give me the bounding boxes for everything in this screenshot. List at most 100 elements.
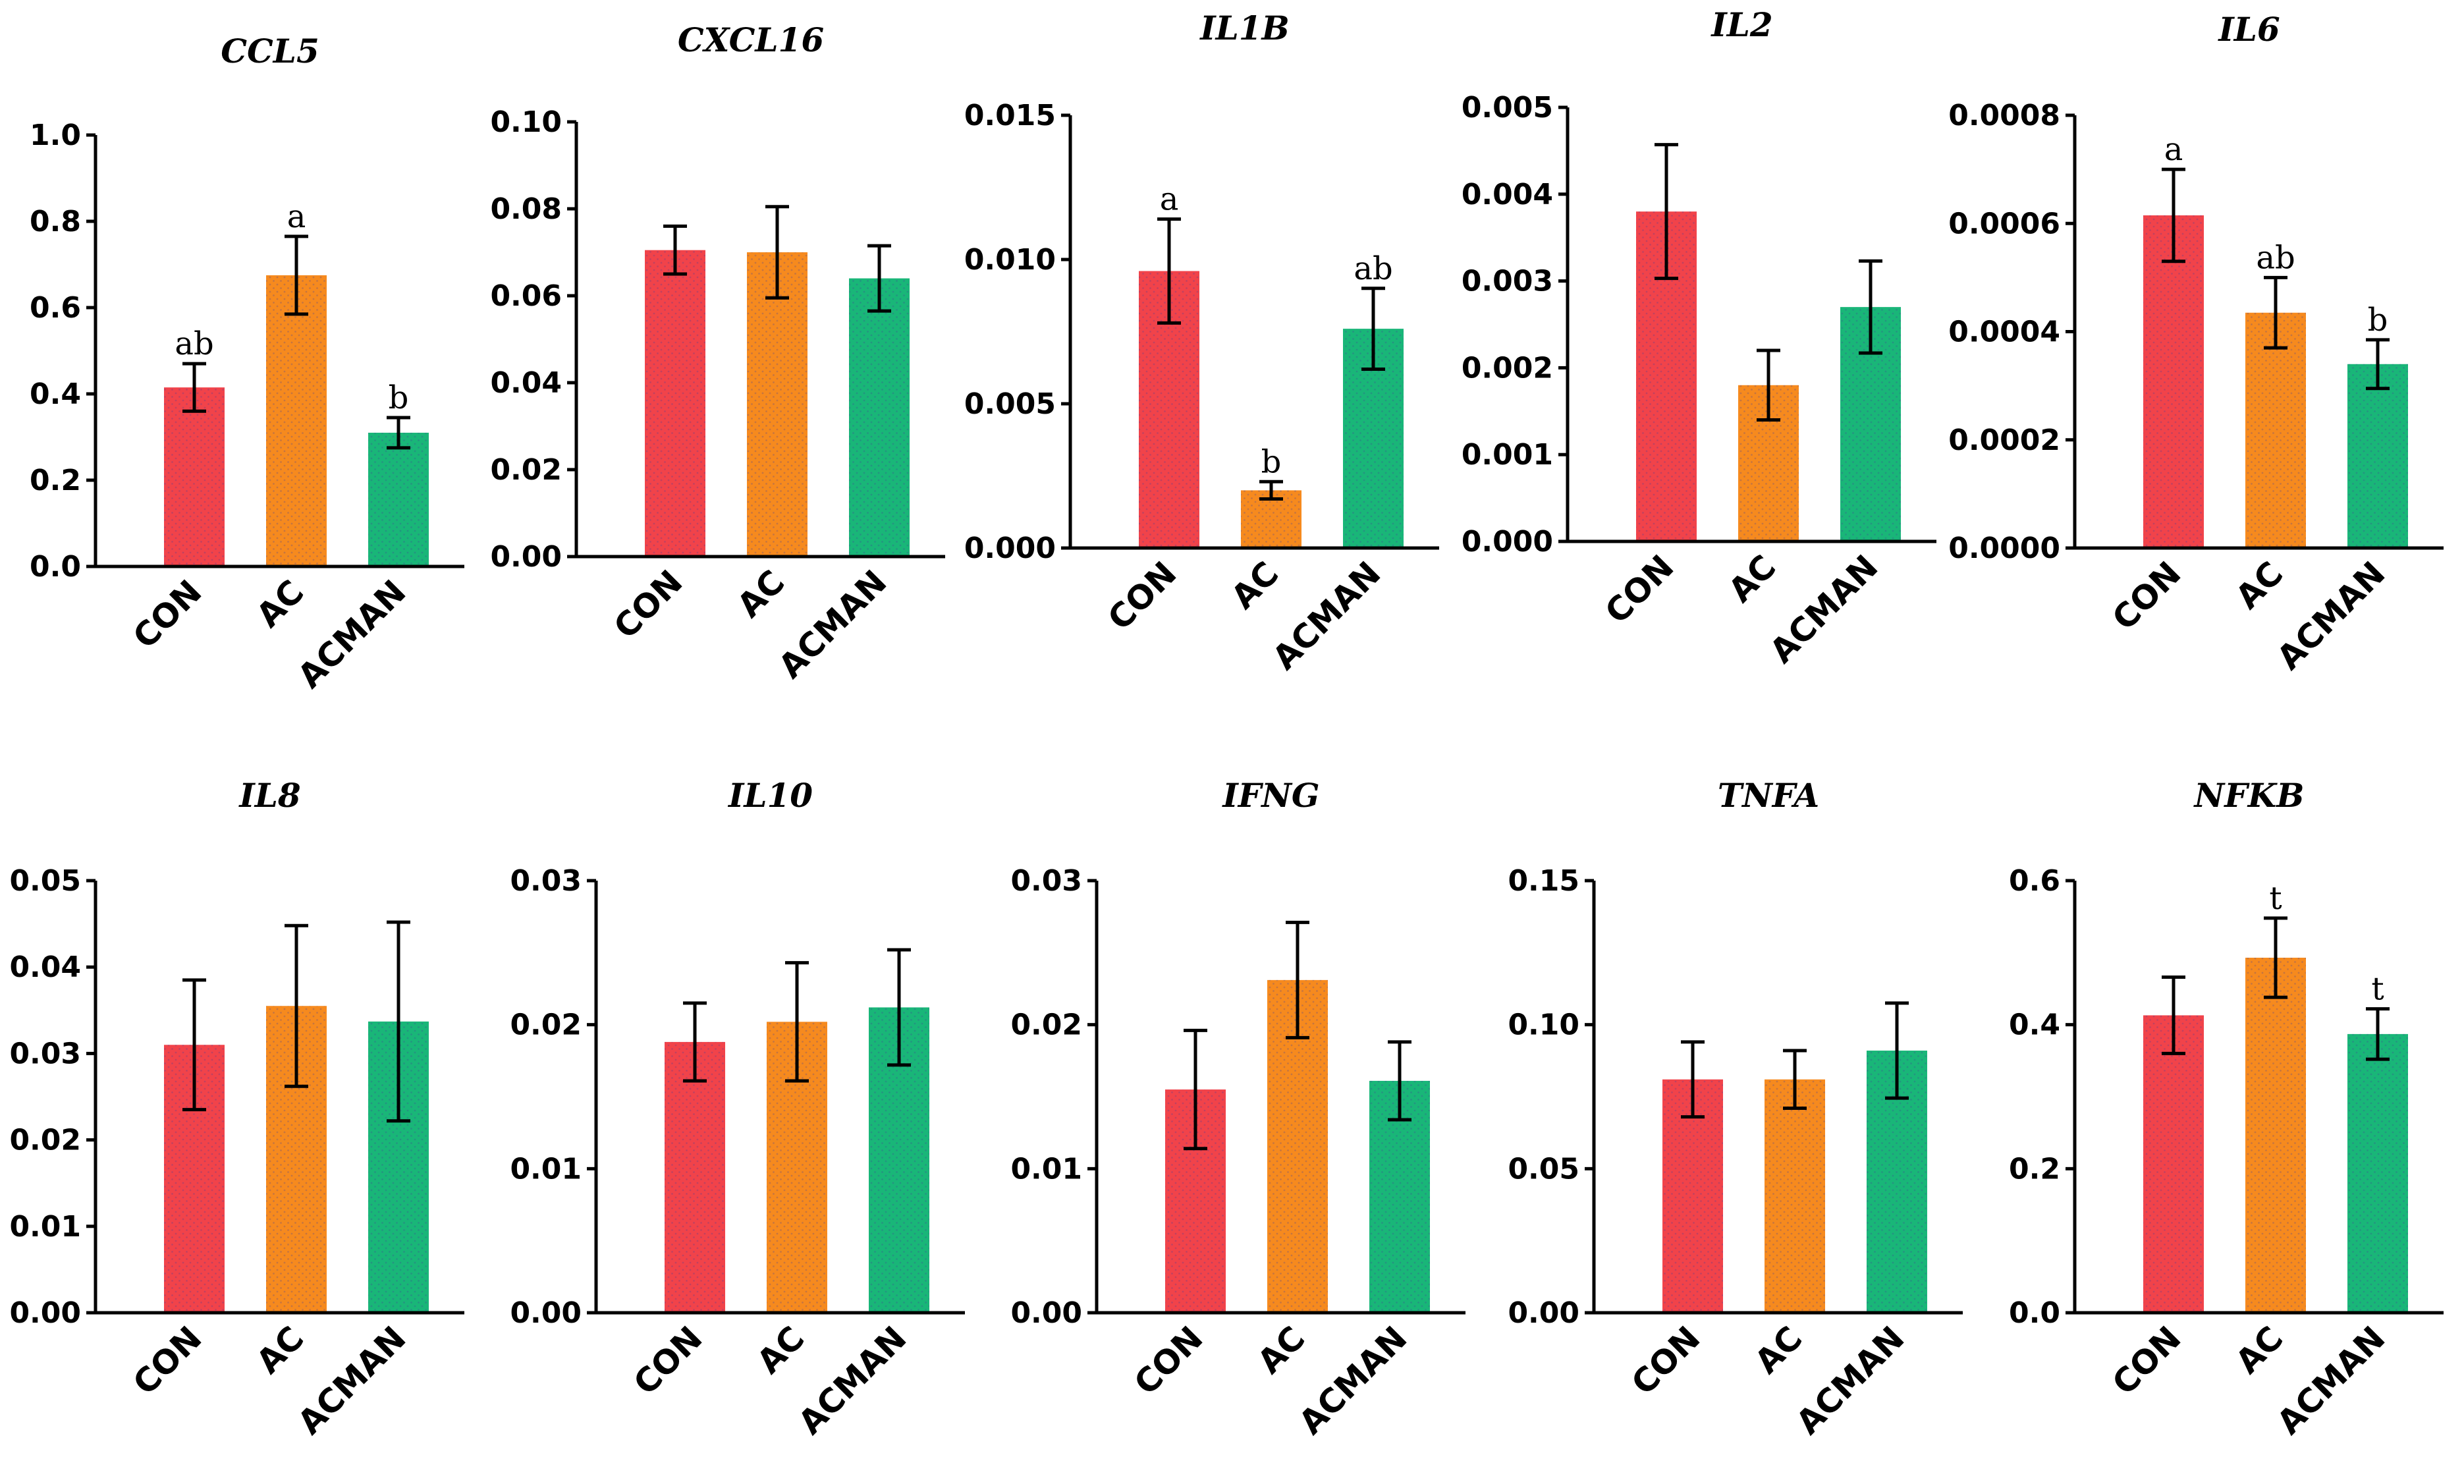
chart-title: IFNG	[1221, 776, 1319, 815]
bar-texture	[1765, 1079, 1825, 1313]
x-tick-label: ACMAN	[1763, 547, 1885, 670]
x-tick-label: ACMAN	[1265, 554, 1388, 676]
bar-texture	[2347, 364, 2408, 548]
y-tick-label: 0.05	[1508, 1152, 1579, 1186]
x-tick-label: AC	[249, 572, 311, 634]
chart-panel-ccl5: CCL5 ab CON a AC b ACMAN 0.0 0.2 0.4 0.6 0.8 1.0	[30, 32, 464, 696]
y-tick-label: 0.002	[1462, 351, 1553, 385]
chart-panel-il6: IL6 a CON ab AC b ACMAN 0.0000 0.0002 0.0004 0.000…	[1948, 10, 2444, 677]
y-tick-label: 0.00	[9, 1296, 81, 1330]
x-tick-label: AC	[2228, 554, 2290, 616]
error-bar	[1157, 217, 1181, 325]
significance-letter: t	[2371, 971, 2384, 1008]
chart-title: IL8	[238, 776, 300, 815]
bar-texture	[2143, 215, 2204, 548]
x-tick-label: AC	[1721, 547, 1783, 609]
error-bar	[1655, 143, 1678, 281]
significance-letter: a	[1160, 181, 1179, 218]
error-bar	[2366, 1007, 2390, 1061]
x-tick-label: ACMAN	[791, 1319, 914, 1441]
error-bar	[1286, 920, 1309, 1039]
y-tick-label: 0.05	[9, 864, 81, 898]
bar-texture	[2143, 1015, 2204, 1313]
y-tick-label: 0.4	[2009, 1008, 2060, 1042]
y-tick-label: 0.00	[490, 540, 562, 574]
significance-letter: ab	[1354, 250, 1392, 287]
y-tick-label: 0.08	[490, 192, 562, 226]
y-tick-label: 0.001	[1462, 438, 1553, 472]
x-tick-label: ACMAN	[290, 1319, 413, 1441]
error-bar	[2264, 916, 2287, 999]
error-bar	[1388, 1040, 1411, 1122]
error-bar	[2264, 275, 2287, 350]
chart-panel-il1b: IL1B a CON b AC ab ACMAN 0.000 0.005 0.010 0.015	[964, 9, 1439, 677]
chart-title: IL10	[727, 776, 813, 815]
x-tick-label: AC	[730, 563, 792, 624]
y-tick-label: 0.0000	[1948, 532, 2060, 565]
x-tick-label: AC	[249, 1319, 311, 1381]
y-tick-label: 0.02	[1010, 1008, 1082, 1042]
significance-letter: t	[2269, 880, 2282, 917]
y-tick-label: 0.03	[1010, 864, 1082, 898]
y-tick-label: 1.0	[30, 119, 81, 152]
y-tick-label: 0.04	[490, 366, 562, 400]
error-bar	[1259, 480, 1283, 501]
y-tick-label: 0.2	[2009, 1152, 2060, 1186]
bar-texture	[665, 1041, 725, 1313]
bar-texture	[2245, 312, 2306, 548]
bar-texture	[2347, 1033, 2408, 1313]
y-tick-label: 0.01	[1010, 1152, 1082, 1186]
y-tick-label: 0.6	[2009, 864, 2060, 898]
error-bar	[867, 244, 891, 313]
error-bar	[1184, 1028, 1207, 1151]
y-tick-label: 0.0008	[1948, 99, 2060, 132]
error-bar	[2162, 167, 2185, 263]
bar-texture	[747, 252, 808, 557]
bar-texture	[164, 387, 225, 566]
x-tick-label: ACMAN	[771, 563, 894, 685]
error-bar	[1361, 287, 1385, 371]
y-tick-label: 0.005	[964, 387, 1056, 421]
x-tick-label: AC	[1224, 554, 1286, 616]
y-tick-label: 0.02	[490, 453, 562, 487]
chart-title: IL2	[1710, 5, 1772, 44]
x-tick-label: CON	[626, 1319, 710, 1402]
x-tick-label: AC	[750, 1319, 811, 1381]
y-tick-label: 0.10	[490, 105, 562, 139]
error-bar	[1681, 1040, 1705, 1119]
error-bar	[182, 362, 206, 413]
chart-title: TNFA	[1718, 776, 1819, 815]
significance-letter: a	[287, 198, 306, 235]
x-tick-label: AC	[2228, 1319, 2290, 1381]
error-bar	[1859, 259, 1882, 355]
error-bar	[1757, 348, 1780, 422]
x-tick-label: ACMAN	[1789, 1319, 1911, 1441]
error-bar	[1783, 1049, 1807, 1110]
x-tick-label: ACMAN	[1292, 1319, 1414, 1441]
error-bar	[387, 920, 410, 1123]
x-tick-label: CON	[1101, 554, 1184, 638]
bar-texture	[2245, 957, 2306, 1313]
x-tick-label: CON	[126, 1319, 209, 1402]
y-tick-label: 0.00	[1010, 1296, 1082, 1330]
chart-title: CXCL16	[678, 20, 824, 59]
error-bar	[683, 1001, 707, 1083]
x-tick-label: ACMAN	[2270, 1319, 2392, 1441]
x-tick-label: CON	[126, 572, 209, 656]
bar-texture	[849, 278, 910, 557]
significance-letter: b	[2368, 302, 2388, 339]
error-bar	[785, 961, 809, 1083]
x-tick-label: CON	[607, 563, 690, 646]
y-tick-label: 0.000	[964, 532, 1056, 565]
significance-letter: b	[1261, 443, 1282, 480]
x-tick-label: CON	[1624, 1319, 1708, 1402]
x-tick-label: AC	[1250, 1319, 1312, 1381]
y-tick-label: 0.004	[1462, 178, 1553, 211]
y-tick-label: 0.010	[964, 243, 1056, 277]
